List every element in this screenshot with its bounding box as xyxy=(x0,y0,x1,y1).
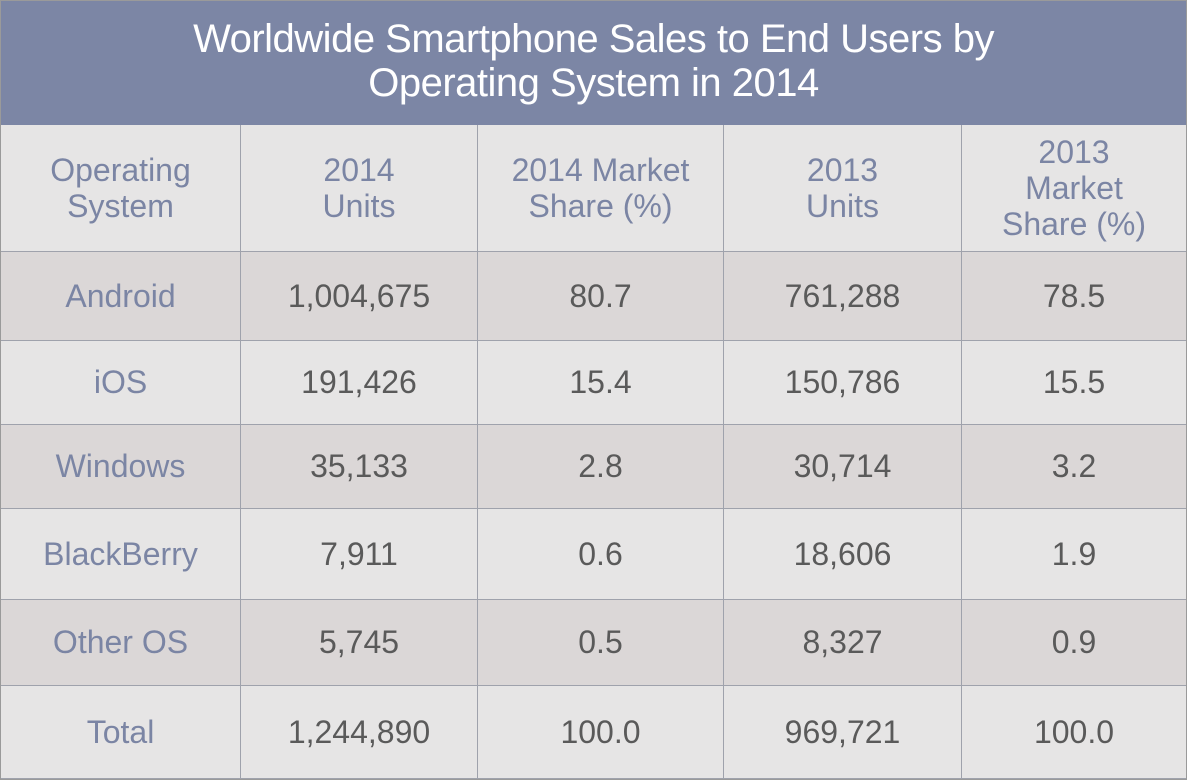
table-title-line-2: Operating System in 2014 xyxy=(368,61,819,105)
table-cell-units-2013: 8,327 xyxy=(724,600,962,686)
column-header-os: Operating System xyxy=(1,125,241,252)
column-header-line: 2014 Market xyxy=(511,152,690,188)
row-label: Other OS xyxy=(1,600,241,686)
table-cell-share-2013: 78.5 xyxy=(962,252,1186,341)
table-cell-share-2014: 0.6 xyxy=(478,509,724,600)
column-header-line: 2014 xyxy=(323,152,395,188)
column-header-line: Share (%) xyxy=(528,188,673,224)
table-title-line-1: Worldwide Smartphone Sales to End Users … xyxy=(193,17,994,61)
table-cell-units-2013: 150,786 xyxy=(724,341,962,425)
table-cell-share-2014: 100.0 xyxy=(478,686,724,779)
table-cell-units-2014: 5,745 xyxy=(241,600,478,686)
table-cell-share-2013: 3.2 xyxy=(962,425,1186,509)
column-header-line: Units xyxy=(322,188,396,224)
column-header-units-2014: 2014 Units xyxy=(241,125,478,252)
table-cell-units-2013: 30,714 xyxy=(724,425,962,509)
table-cell-units-2013: 18,606 xyxy=(724,509,962,600)
column-header-line: Market xyxy=(1025,170,1123,206)
table-cell-share-2013: 0.9 xyxy=(962,600,1186,686)
column-header-line: Operating xyxy=(50,152,191,188)
table-cell-share-2014: 15.4 xyxy=(478,341,724,425)
row-label: BlackBerry xyxy=(1,509,241,600)
column-header-line: 2013 xyxy=(806,152,879,188)
table-cell-units-2014: 35,133 xyxy=(241,425,478,509)
table-cell-share-2014: 80.7 xyxy=(478,252,724,341)
table-cell-share-2014: 0.5 xyxy=(478,600,724,686)
column-header-line: System xyxy=(67,188,174,224)
row-label: Android xyxy=(1,252,241,341)
column-header-line: Share (%) xyxy=(1001,206,1147,242)
column-header-share-2013: 2013 Market Share (%) xyxy=(962,125,1186,252)
column-header-line: Units xyxy=(806,188,879,224)
column-header-units-2013: 2013 Units xyxy=(724,125,962,252)
column-header-share-2014: 2014 Market Share (%) xyxy=(478,125,724,252)
table-cell-share-2013: 1.9 xyxy=(962,509,1186,600)
row-label: Total xyxy=(1,686,241,779)
table-cell-units-2013: 761,288 xyxy=(724,252,962,341)
table-title: Worldwide Smartphone Sales to End Users … xyxy=(1,1,1186,125)
table-cell-share-2014: 2.8 xyxy=(478,425,724,509)
row-label: iOS xyxy=(1,341,241,425)
column-header-line: 2013 xyxy=(1038,134,1110,170)
table-cell-share-2013: 100.0 xyxy=(962,686,1186,779)
table-cell-units-2014: 7,911 xyxy=(241,509,478,600)
table-cell-share-2013: 15.5 xyxy=(962,341,1186,425)
table-cell-units-2014: 1,244,890 xyxy=(241,686,478,779)
table-cell-units-2014: 1,004,675 xyxy=(241,252,478,341)
table-cell-units-2013: 969,721 xyxy=(724,686,962,779)
table-cell-units-2014: 191,426 xyxy=(241,341,478,425)
row-label: Windows xyxy=(1,425,241,509)
